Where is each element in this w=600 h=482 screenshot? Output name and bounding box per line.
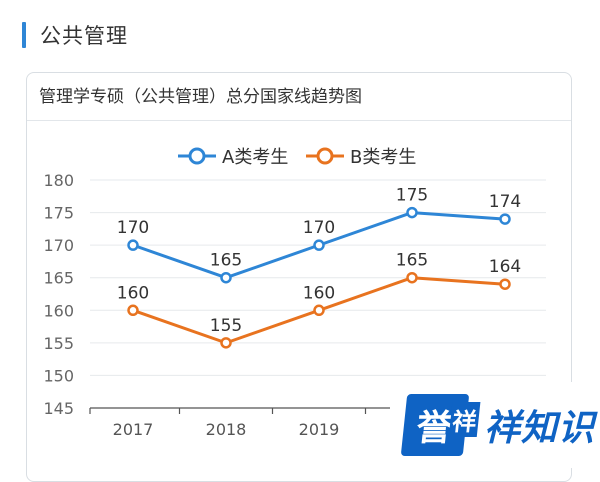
data-label: 170 [303,218,335,238]
chart-title: 管理学专硕（公共管理）总分国家线趋势图 [27,73,571,121]
y-tick-label: 155 [43,334,74,353]
legend-label: B类考生 [350,147,416,168]
data-label: 165 [210,251,242,271]
data-point [406,271,418,284]
data-label: 174 [489,192,521,212]
x-tick-label: 2017 [113,420,154,439]
data-point [499,213,511,225]
data-label: 175 [396,186,428,206]
legend-label: A类考生 [222,147,288,168]
y-tick-label: 145 [43,399,74,418]
data-point [220,271,232,284]
x-tick-label: 2018 [206,420,247,439]
y-tick-label: 180 [43,171,74,190]
data-point [220,337,232,349]
data-label: 170 [117,218,149,238]
x-tick-label: 2019 [299,420,340,439]
line-chart: 145 150 155 160 165 170 175 180 2017 2018 2019 A类考生… [43,147,546,439]
y-tick-label: 175 [43,204,74,223]
data-point [499,278,511,290]
legend-marker [188,147,206,165]
section-header: 公共管理 [22,18,128,52]
data-point [313,304,325,317]
section-accent-bar [22,22,26,48]
section-title: 公共管理 [40,24,128,48]
data-label: 164 [489,257,521,277]
y-tick-label: 160 [43,301,74,320]
data-point [313,239,325,251]
data-point [127,304,139,317]
data-point [406,206,418,219]
brand-badge: 誉 祥 [400,394,481,456]
data-label: 155 [210,316,242,336]
brand-badge-small: 祥 [448,402,481,437]
legend-marker [316,147,334,165]
data-label: 160 [117,283,149,303]
brand-text: 祥知识 [484,408,596,449]
y-tick-label: 150 [43,366,74,385]
watermark-logo: 誉 祥 祥知识 [390,382,600,468]
y-tick-label: 170 [43,236,74,255]
data-label: 160 [303,283,335,303]
data-point [127,239,139,251]
y-tick-label: 165 [43,269,74,288]
data-label: 165 [396,251,428,271]
